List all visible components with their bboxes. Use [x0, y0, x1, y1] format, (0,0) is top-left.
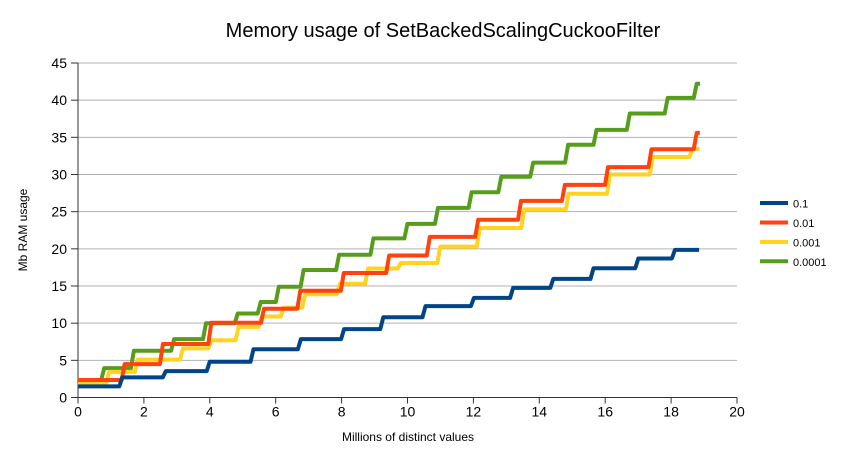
series-line-0.01	[78, 130, 700, 382]
legend-label-0.0001: 0.0001	[793, 257, 827, 269]
y-tick-label: 40	[51, 92, 67, 108]
series-layer	[78, 81, 701, 389]
x-tick-label: 18	[663, 404, 679, 420]
y-tick-label: 5	[59, 352, 67, 368]
x-axis-title: Millions of distinct values	[342, 430, 474, 444]
y-tick-label: 0	[59, 390, 67, 406]
x-tick-label: 4	[206, 404, 214, 420]
series-line-0.0001	[78, 81, 701, 382]
y-tick-label: 35	[51, 129, 67, 145]
x-tick-label: 2	[140, 404, 148, 420]
y-tick-label: 30	[51, 167, 67, 183]
legend-label-0.01: 0.01	[793, 218, 814, 230]
y-axis-title: Mb RAM usage	[16, 188, 30, 271]
grid-layer	[78, 62, 737, 361]
legend-label-0.001: 0.001	[793, 238, 821, 250]
legend: 0.1 0.01 0.001 0.0001	[760, 199, 827, 269]
x-tick-label: 12	[466, 404, 482, 420]
chart-title: Memory usage of SetBackedScalingCuckooFi…	[226, 20, 661, 42]
x-tick-label: 8	[338, 404, 346, 420]
series-line-0.1	[78, 247, 700, 389]
y-tick-label: 25	[51, 204, 67, 220]
y-tick-label: 10	[51, 315, 67, 331]
x-tick-label: 20	[729, 404, 745, 420]
series-line-0.001	[78, 146, 700, 385]
legend-label-0.1: 0.1	[793, 199, 808, 211]
x-tick-label: 6	[272, 404, 280, 420]
y-tick-label: 15	[51, 278, 67, 294]
x-tick-label: 10	[400, 404, 416, 420]
x-tick-label: 16	[597, 404, 613, 420]
x-tick-label: 0	[74, 404, 82, 420]
y-tick-label: 45	[51, 55, 67, 71]
x-tick-label: 14	[532, 404, 548, 420]
axis-layer: 0 5 10 15 20 25 30 35 40 45 0 2 4 6 8 10 12 14 16 18 20	[51, 55, 745, 420]
y-tick-label: 20	[51, 241, 67, 257]
